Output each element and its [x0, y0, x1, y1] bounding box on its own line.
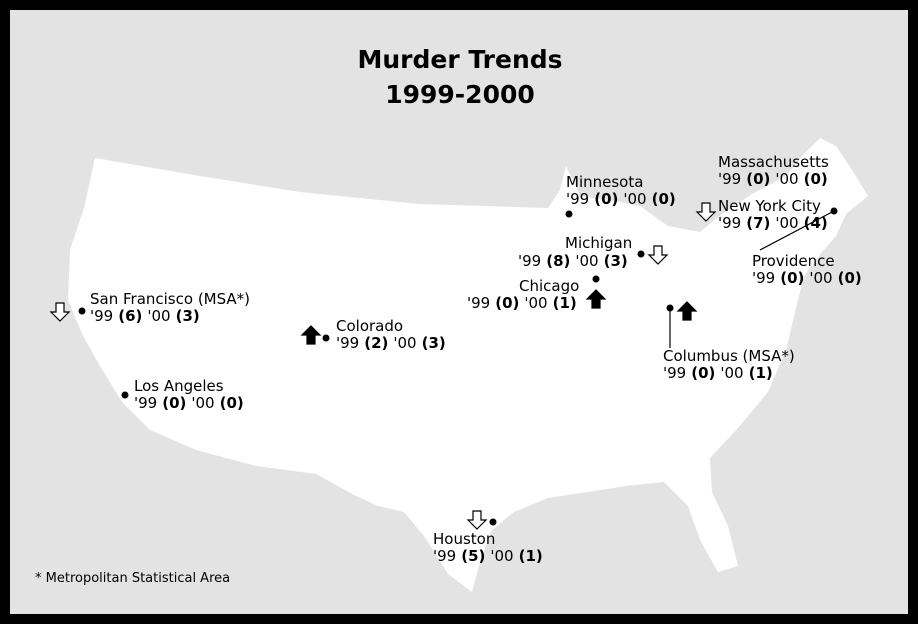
location-name: Colorado — [336, 317, 403, 335]
trend-arrow-up — [585, 289, 607, 309]
murder-count: (8) — [546, 252, 570, 270]
location-values: '99 (0) '00 (0) — [718, 170, 828, 188]
location-values: '99 (0) '00 (1) — [467, 294, 577, 312]
year-label: '00 — [775, 170, 798, 188]
trend-arrow-down — [49, 302, 71, 322]
year-label: '00 — [623, 190, 646, 208]
year-label: '99 — [467, 294, 490, 312]
location-name: Los Angeles — [134, 377, 224, 395]
location-values: '99 (0) '00 (1) — [663, 364, 773, 382]
murder-count: (0) — [804, 170, 828, 188]
trend-arrow-down — [466, 510, 488, 530]
location-name: Chicago — [519, 277, 579, 295]
year-label: '99 — [752, 269, 775, 287]
murder-count: (1) — [519, 547, 543, 565]
trend-arrow-down — [695, 202, 717, 222]
year-label: '00 — [575, 252, 598, 270]
murder-count: (0) — [838, 269, 862, 287]
location-dot — [592, 275, 600, 283]
murder-count: (0) — [594, 190, 618, 208]
murder-count: (1) — [553, 294, 577, 312]
location-name: Massachusetts — [718, 153, 829, 171]
location-name: Michigan — [565, 234, 632, 252]
location-dot — [121, 391, 129, 399]
murder-count: (0) — [162, 394, 186, 412]
location-name: Minnesota — [566, 173, 643, 191]
location-values: '99 (0) '00 (0) — [566, 190, 676, 208]
year-label: '00 — [809, 269, 832, 287]
murder-count: (0) — [780, 269, 804, 287]
title: Murder Trends — [357, 45, 562, 74]
murder-count: (0) — [691, 364, 715, 382]
year-label: '99 — [134, 394, 157, 412]
location-values: '99 (5) '00 (1) — [433, 547, 543, 565]
year-label: '99 — [336, 334, 359, 352]
year-label: '00 — [524, 294, 547, 312]
year-label: '99 — [718, 170, 741, 188]
location-values: '99 (2) '00 (3) — [336, 334, 446, 352]
murder-count: (5) — [461, 547, 485, 565]
title: 1999-2000 — [385, 80, 535, 109]
location-dot — [637, 250, 645, 258]
murder-count: (1) — [749, 364, 773, 382]
year-label: '99 — [90, 307, 113, 325]
murder-count: (3) — [604, 252, 628, 270]
year-label: '00 — [147, 307, 170, 325]
location-name: Columbus (MSA*) — [663, 347, 795, 365]
year-label: '00 — [720, 364, 743, 382]
murder-count: (0) — [495, 294, 519, 312]
location-dot — [322, 334, 330, 342]
trend-arrow-up — [300, 325, 322, 345]
trend-arrow-down — [647, 245, 669, 265]
location-dot — [489, 518, 497, 526]
location-values: '99 (7) '00 (4) — [718, 214, 828, 232]
location-dot — [565, 210, 573, 218]
location-name: San Francisco (MSA*) — [90, 290, 250, 308]
murder-count: (0) — [220, 394, 244, 412]
trend-arrow-up — [676, 301, 698, 321]
location-values: '99 (0) '00 (0) — [752, 269, 862, 287]
murder-count: (3) — [422, 334, 446, 352]
murder-count: (0) — [652, 190, 676, 208]
location-name: Houston — [433, 530, 495, 548]
location-name: New York City — [718, 197, 821, 215]
murder-count: (6) — [118, 307, 142, 325]
location-dot — [78, 307, 86, 315]
year-label: '99 — [518, 252, 541, 270]
year-label: '00 — [490, 547, 513, 565]
year-label: '99 — [663, 364, 686, 382]
year-label: '99 — [718, 214, 741, 232]
us-outline — [68, 138, 868, 592]
location-dot — [666, 304, 674, 312]
year-label: '99 — [433, 547, 456, 565]
footnote: * Metropolitan Statistical Area — [35, 571, 230, 586]
murder-count: (7) — [746, 214, 770, 232]
year-label: '00 — [191, 394, 214, 412]
location-dot — [830, 207, 838, 215]
year-label: '99 — [566, 190, 589, 208]
year-label: '00 — [393, 334, 416, 352]
murder-count: (3) — [176, 307, 200, 325]
leader-line — [759, 210, 835, 251]
location-name: Providence — [752, 252, 835, 270]
murder-count: (4) — [804, 214, 828, 232]
location-values: '99 (6) '00 (3) — [90, 307, 200, 325]
murder-count: (0) — [746, 170, 770, 188]
year-label: '00 — [775, 214, 798, 232]
murder-count: (2) — [364, 334, 388, 352]
location-values: '99 (8) '00 (3) — [518, 252, 628, 270]
location-values: '99 (0) '00 (0) — [134, 394, 244, 412]
